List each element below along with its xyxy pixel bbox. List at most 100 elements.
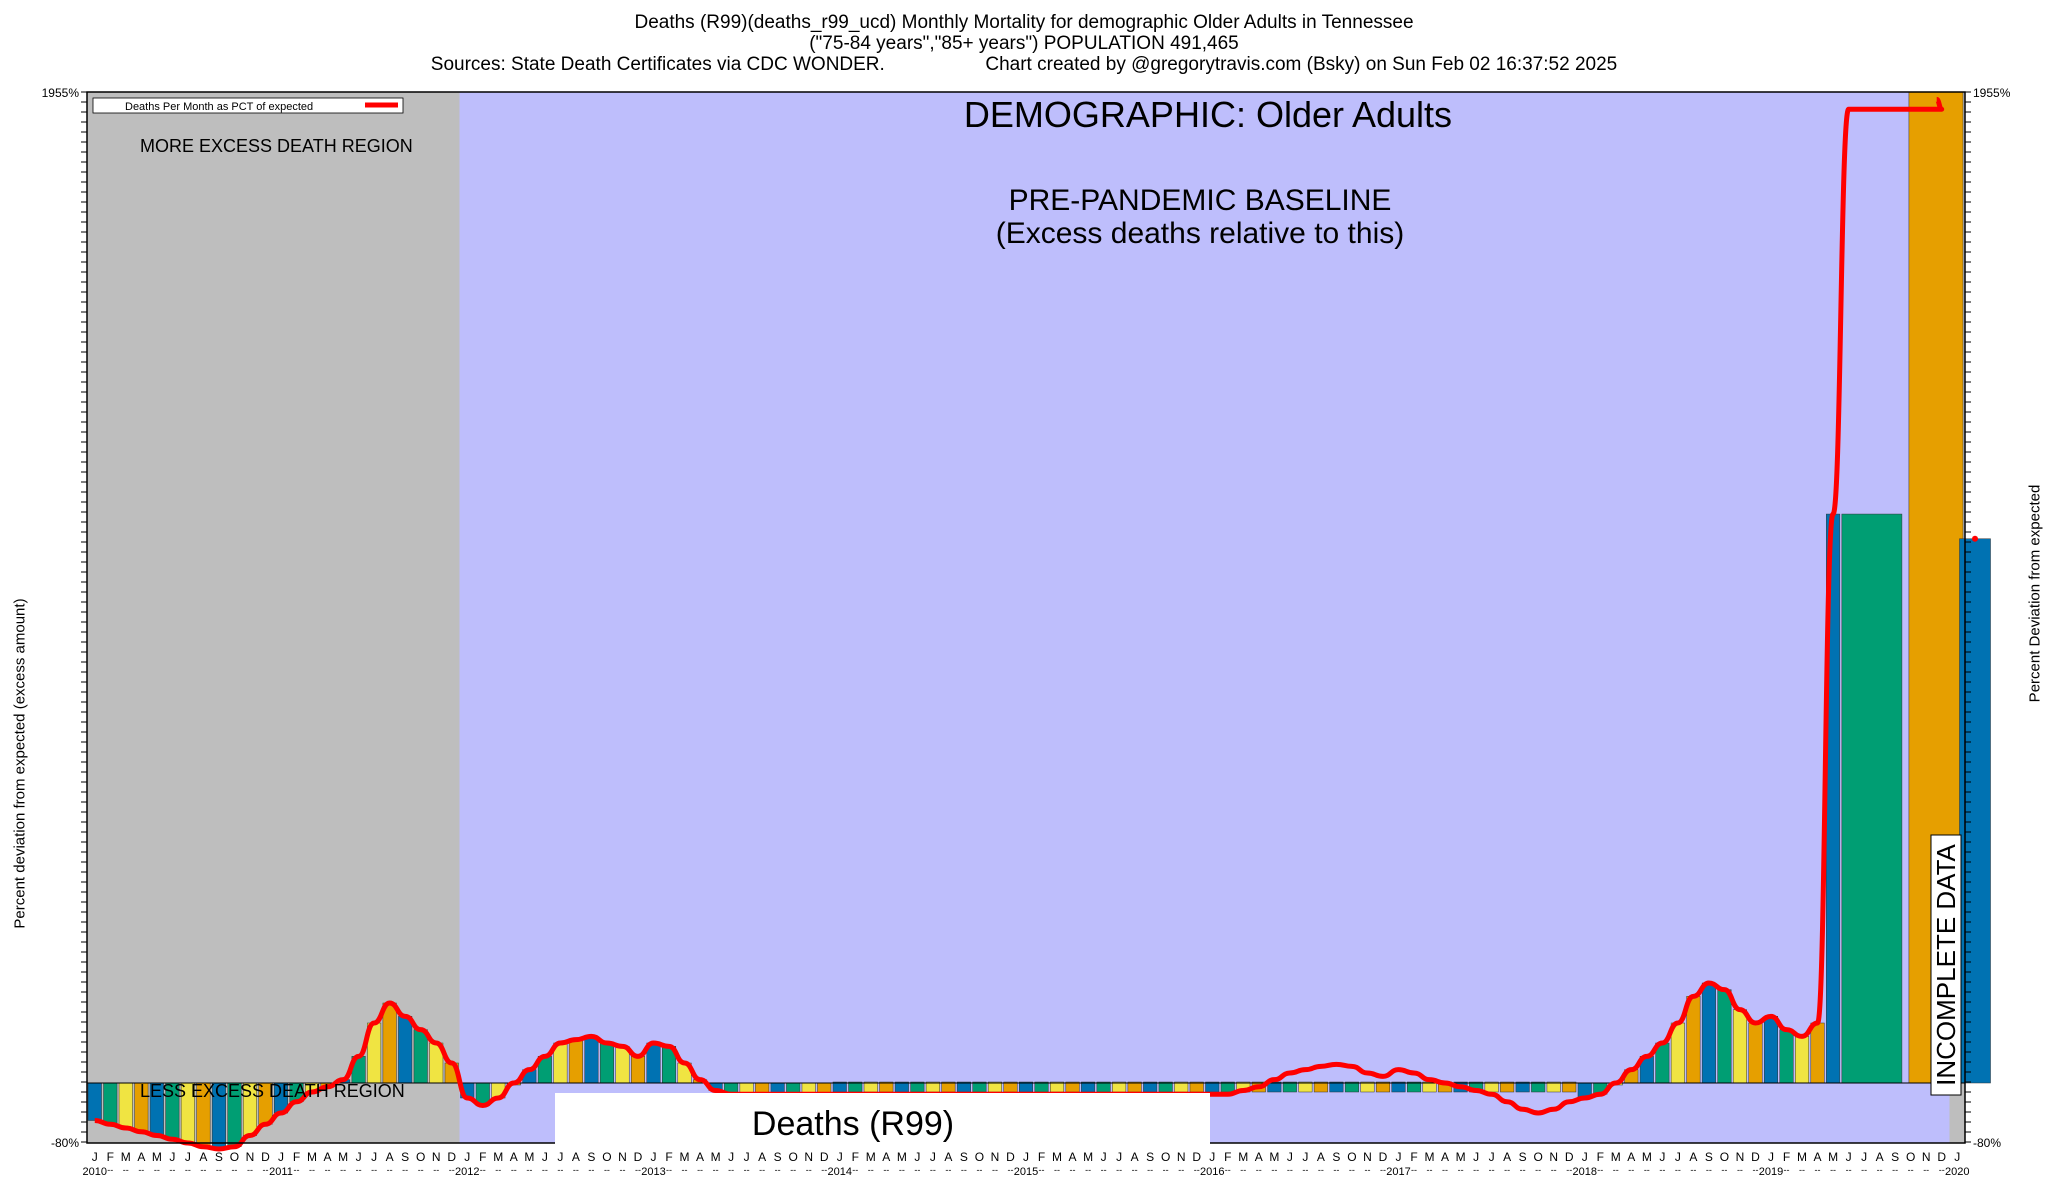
x-dash: --: [682, 1165, 688, 1175]
bar: [1841, 513, 1903, 1084]
bar: [1375, 1081, 1390, 1093]
x-dash: --: [930, 1165, 936, 1175]
x-tick-label: J: [744, 1150, 750, 1164]
x-dash: --: [1287, 1165, 1293, 1175]
x-dash: --: [262, 1165, 268, 1175]
x-tick-label: J: [1302, 1150, 1308, 1164]
x-dash: --: [1659, 1165, 1665, 1175]
x-tick-label: N: [1549, 1150, 1558, 1164]
x-tick-label: D: [1379, 1150, 1388, 1164]
x-tick-label: J: [1768, 1150, 1774, 1164]
x-year-label: 2017: [1386, 1166, 1410, 1178]
x-dash: --: [325, 1165, 331, 1175]
x-dash: --: [775, 1165, 781, 1175]
x-tick-label: S: [401, 1150, 409, 1164]
x-tick-label: J: [1101, 1150, 1107, 1164]
demographic-title: DEMOGRAPHIC: Older Adults: [964, 94, 1452, 135]
x-dash: --: [495, 1165, 501, 1175]
x-dash: --: [1644, 1165, 1650, 1175]
x-tick-label: F: [479, 1150, 486, 1164]
x-dash: --: [1333, 1165, 1339, 1175]
x-dash: --: [200, 1165, 206, 1175]
x-tick-label: O: [416, 1150, 425, 1164]
x-tick-label: J: [185, 1150, 191, 1164]
x-tick-label: J: [930, 1150, 936, 1164]
x-dash: --: [1799, 1165, 1805, 1175]
x-dash: --: [713, 1165, 719, 1175]
x-tick-label: S: [774, 1150, 782, 1164]
x-dash: --: [169, 1165, 175, 1175]
y-tick-label-top-right: 1955%: [1973, 86, 2011, 100]
x-tick-label: A: [696, 1150, 704, 1164]
x-tick-label: J: [371, 1150, 377, 1164]
x-dash: --: [231, 1165, 237, 1175]
bar: [382, 1002, 397, 1084]
x-tick-label: S: [1705, 1150, 1713, 1164]
x-year-label: 2013: [641, 1166, 665, 1178]
x-year-label: 2010: [83, 1166, 107, 1178]
x-dash: --: [883, 1165, 889, 1175]
x-tick-label: A: [1069, 1150, 1077, 1164]
x-tick-label: D: [1751, 1150, 1760, 1164]
x-dash: --: [1271, 1165, 1277, 1175]
x-tick-label: O: [1720, 1150, 1729, 1164]
x-tick-label: F: [1224, 1150, 1231, 1164]
x-dash: --: [526, 1165, 532, 1175]
x-tick-label: J: [1395, 1150, 1401, 1164]
x-tick-label: N: [804, 1150, 813, 1164]
x-dash: --: [123, 1165, 129, 1175]
x-dash: --: [852, 1165, 858, 1175]
y-tick-label-bottom-left: -80%: [51, 1136, 79, 1150]
x-tick-label: D: [1937, 1150, 1946, 1164]
x-dash: --: [1132, 1165, 1138, 1175]
x-dash: --: [1752, 1165, 1758, 1175]
x-tick-label: A: [1814, 1150, 1822, 1164]
x-tick-label: J: [1846, 1150, 1852, 1164]
x-year-label: 2018: [1573, 1166, 1597, 1178]
x-dash: --: [1566, 1165, 1572, 1175]
x-tick-label: M: [711, 1150, 721, 1164]
x-dash: --: [1737, 1165, 1743, 1175]
x-dash: --: [1597, 1165, 1603, 1175]
x-dash: --: [1178, 1165, 1184, 1175]
x-dash: --: [573, 1165, 579, 1175]
x-dash: --: [666, 1165, 672, 1175]
x-tick-label: O: [230, 1150, 239, 1164]
chart-title-line1: Deaths (R99)(deaths_r99_ucd) Monthly Mor…: [634, 12, 1414, 33]
x-dash: --: [418, 1165, 424, 1175]
x-tick-label: M: [1269, 1150, 1279, 1164]
x-tick-label: F: [1597, 1150, 1604, 1164]
x-tick-label: S: [1891, 1150, 1899, 1164]
bar: [398, 1016, 413, 1084]
x-dash: --: [697, 1165, 703, 1175]
x-dash: --: [402, 1165, 408, 1175]
bar: [1515, 1081, 1530, 1093]
x-tick-label: F: [293, 1150, 300, 1164]
x-tick-label: A: [944, 1150, 952, 1164]
x-dash: --: [604, 1165, 610, 1175]
x-dash: --: [1535, 1165, 1541, 1175]
x-tick-label: N: [246, 1150, 255, 1164]
x-tick-label: O: [1534, 1150, 1543, 1164]
x-tick-label: M: [121, 1150, 131, 1164]
x-tick-label: O: [1347, 1150, 1356, 1164]
x-tick-label: F: [1410, 1150, 1417, 1164]
x-dash: --: [728, 1165, 734, 1175]
x-dash: --: [216, 1165, 222, 1175]
bar: [1313, 1081, 1328, 1093]
x-dash: --: [635, 1165, 641, 1175]
x-tick-label: S: [587, 1150, 595, 1164]
x-dash: --: [1147, 1165, 1153, 1175]
x-tick-label: J: [92, 1150, 98, 1164]
x-dash: --: [557, 1165, 563, 1175]
x-dash: --: [1380, 1165, 1386, 1175]
x-tick-label: J: [542, 1150, 548, 1164]
x-tick-label: J: [1116, 1150, 1122, 1164]
x-tick-label: A: [1876, 1150, 1884, 1164]
x-dash: --: [1877, 1165, 1883, 1175]
x-tick-label: J: [1473, 1150, 1479, 1164]
bar: [1407, 1081, 1422, 1093]
x-tick-label: D: [1006, 1150, 1015, 1164]
bar: [1686, 996, 1701, 1084]
x-tick-label: S: [1332, 1150, 1340, 1164]
